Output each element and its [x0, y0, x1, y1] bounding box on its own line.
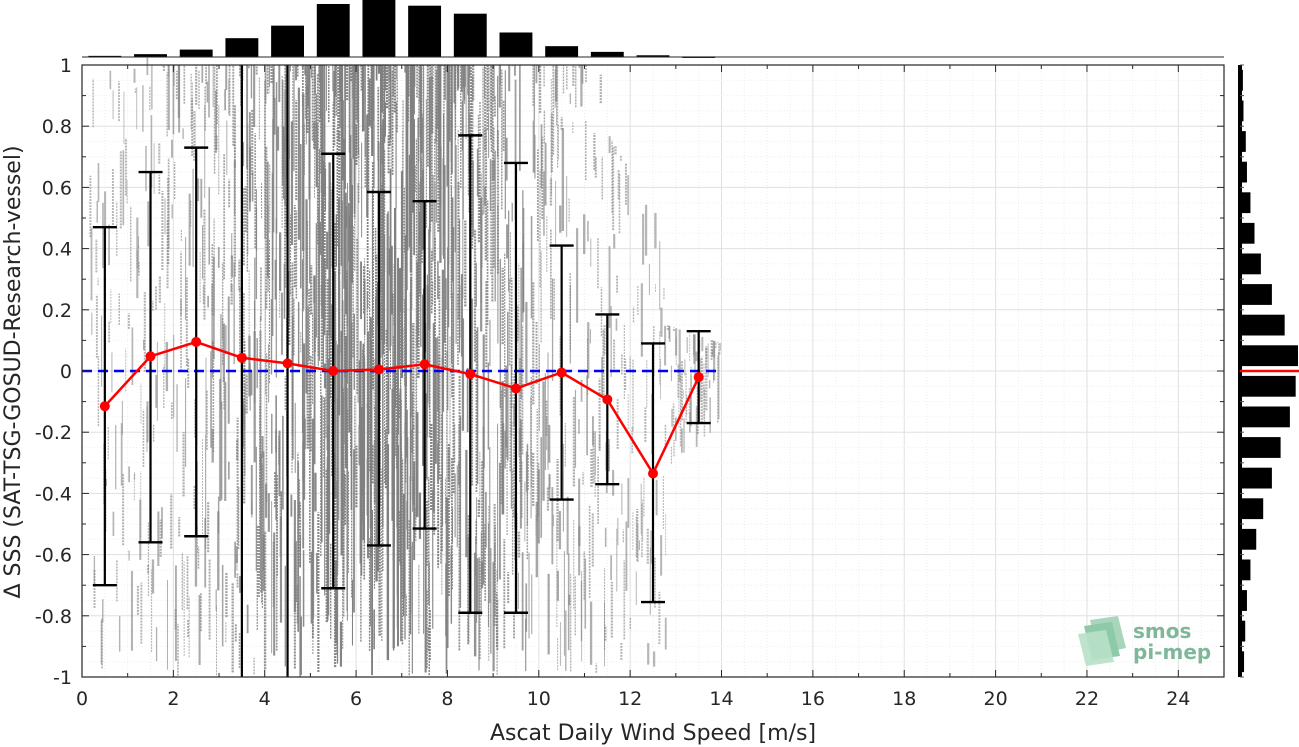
- mean-point: [236, 352, 247, 363]
- top-histogram-bar: [499, 32, 533, 57]
- mean-point: [465, 369, 476, 380]
- y-tick-labels: 1 0.8 0.6 0.4 0.2 0 -0.2 -0.4 -0.6 -0.8 -1: [35, 55, 72, 689]
- right-histogram-bar: [1240, 314, 1285, 336]
- right-histogram: [1238, 64, 1299, 678]
- x-tick-label: 12: [618, 688, 642, 710]
- logo-stack-icon: [1078, 616, 1126, 666]
- mean-point: [556, 367, 567, 378]
- right-histogram-bar: [1240, 651, 1245, 673]
- right-histogram-bar: [1240, 437, 1281, 458]
- top-histogram-bar: [271, 25, 305, 57]
- top-histogram: [88, 0, 716, 58]
- right-histogram-bar: [1240, 192, 1251, 214]
- right-histogram-bar: [1240, 375, 1296, 397]
- x-tick-label: 20: [984, 688, 1008, 710]
- right-histogram-bar: [1240, 590, 1247, 611]
- top-histogram-bar: [453, 13, 487, 57]
- top-histogram-bar: [545, 46, 579, 57]
- logo-text-smos: smos: [1133, 619, 1191, 643]
- mean-point: [419, 359, 430, 370]
- mean-point: [282, 358, 293, 369]
- mean-point: [648, 468, 658, 479]
- right-histogram-bar: [1240, 100, 1244, 122]
- right-histogram-bar: [1240, 498, 1264, 520]
- y-tick-label: 0.6: [42, 177, 72, 199]
- y-tick-label: 0: [60, 361, 72, 383]
- y-tick-label: 0.8: [42, 116, 72, 138]
- x-tick-label: 4: [259, 688, 271, 710]
- x-tick-label: 18: [892, 688, 916, 710]
- y-tick-label: 0.2: [42, 300, 72, 322]
- x-tick-label: 22: [1075, 688, 1099, 710]
- mean-point: [145, 351, 156, 362]
- right-histogram-bar: [1240, 69, 1243, 91]
- top-histogram-bar: [636, 55, 670, 57]
- x-tick-label: 2: [167, 688, 179, 710]
- right-histogram-bar: [1240, 345, 1298, 367]
- mean-point: [191, 336, 202, 347]
- right-histogram-bar: [1240, 222, 1255, 244]
- top-histogram-bar: [408, 5, 442, 57]
- right-histogram-bar: [1240, 284, 1272, 305]
- right-histogram-bar: [1240, 406, 1290, 428]
- right-histogram-bar: [1240, 559, 1251, 581]
- mean-point: [328, 366, 339, 376]
- mean-point: [693, 372, 704, 383]
- top-histogram-bar: [179, 49, 213, 57]
- x-tick-label: 16: [801, 688, 825, 710]
- y-axis-title: Δ SSS (SAT-TSG-GOSUD-Research-vessel): [1, 145, 26, 598]
- top-histogram-bar: [590, 51, 624, 57]
- smos-pi-mep-logo: smos pi-mep: [1078, 616, 1211, 666]
- mean-point: [99, 401, 110, 412]
- axis-ticks: [81, 64, 1225, 678]
- x-tick-label: 0: [76, 688, 88, 710]
- right-histogram-bar: [1240, 620, 1246, 642]
- right-histogram-bar: [1240, 528, 1257, 550]
- x-tick-labels: 0 2 4 6 8 10 12 14 16 18 20 22 24: [76, 688, 1190, 710]
- mean-points: [99, 336, 704, 479]
- y-tick-label: -0.6: [35, 545, 72, 567]
- x-axis-title: Ascat Daily Wind Speed [m/s]: [490, 721, 816, 746]
- y-tick-label: 1: [60, 55, 72, 77]
- logo-text-pi-mep: pi-mep: [1133, 640, 1211, 664]
- x-tick-label: 6: [350, 688, 362, 710]
- mean-line: [103, 340, 700, 477]
- scatter-cloud: [89, 57, 721, 677]
- mean-point: [602, 394, 613, 405]
- mean-point: [373, 364, 384, 375]
- right-histogram-bar: [1240, 131, 1246, 152]
- top-histogram-bar: [134, 54, 167, 57]
- x-tick-label: 10: [527, 688, 551, 710]
- top-histogram-bar: [225, 38, 259, 57]
- y-tick-label: 0.4: [42, 239, 72, 261]
- top-histogram-bar: [362, 0, 396, 57]
- y-tick-label: -1: [53, 667, 72, 689]
- plot-area: [81, 57, 1225, 678]
- right-histogram-bar: [1240, 161, 1247, 183]
- y-tick-label: -0.4: [35, 483, 72, 505]
- x-tick-label: 8: [441, 688, 453, 710]
- right-histogram-bar: [1240, 253, 1261, 275]
- x-tick-label: 24: [1166, 688, 1190, 710]
- mean-point: [510, 383, 521, 394]
- right-histogram-bar: [1240, 467, 1272, 489]
- y-tick-label: -0.2: [35, 422, 72, 444]
- x-tick-label: 14: [709, 688, 733, 710]
- top-histogram-bar: [316, 3, 350, 57]
- y-tick-label: -0.8: [35, 606, 72, 628]
